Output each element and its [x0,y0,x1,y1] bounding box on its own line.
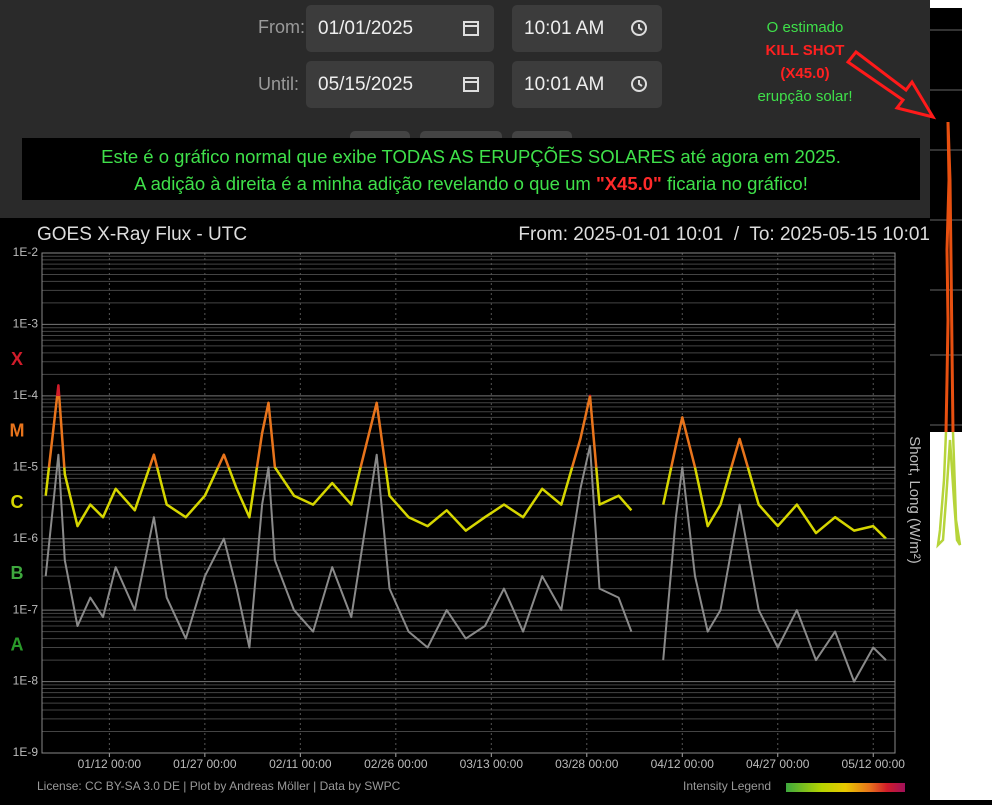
series-line [44,384,633,532]
banner-text: ficaria no gráfico! [666,173,808,194]
x-tick-label: 03/13 00:00 [460,757,524,771]
x-tick-label: 01/12 00:00 [78,757,142,771]
plot-frame [41,252,896,754]
y-tick-label: 1E-9 [13,745,39,759]
banner-line: Este é o gráfico normal que exibe TODAS … [101,146,841,167]
intensity-legend [786,783,905,792]
calendar-icon [463,77,479,92]
from-date: 01/01/2025 [318,18,414,39]
chart: GOES X-Ray Flux - UTC From: 2025-01-01 1… [10,224,931,793]
clock-icon [631,20,647,36]
banner-line: A adição à direita é a minha adição reve… [22,170,920,197]
footer: License: CC BY-SA 3.0 DE | Plot by Andre… [37,779,401,793]
from-time: 10:01 AM [524,18,605,39]
from-label: From: [258,17,305,37]
class-label: M [10,420,25,440]
y-tick-label: 1E-4 [13,388,39,402]
until-date-input[interactable]: 05/15/2025 [306,61,494,108]
controls-panel: From: 01/01/2025 10:01 AM Until: 05/15/2… [0,0,930,218]
series-line [44,444,633,649]
chart-title: GOES X-Ray Flux - UTC [37,224,247,245]
y-tick-label: 1E-8 [13,674,39,688]
annotation-text: O estimado [766,19,844,36]
y-tick-label: 1E-7 [13,602,39,616]
x-tick-label: 02/26 00:00 [364,757,428,771]
y-tick-label: 1E-2 [13,245,39,259]
legend-label: Intensity Legend [683,779,771,793]
class-label: B [11,563,24,583]
banner: Este é o gráfico normal que exibe TODAS … [22,138,920,200]
x-tick-label: 05/12 00:00 [842,757,906,771]
clock-icon [631,76,647,92]
y-tick-label: 1E-5 [13,459,39,473]
x-tick-label: 01/27 00:00 [173,757,237,771]
chart-subtitle: From: 2025-01-01 10:01 / To: 2025-05-15 … [518,224,930,245]
from-time-input[interactable]: 10:01 AM [512,5,662,52]
x-tick-label: 04/12 00:00 [651,757,715,771]
until-time: 10:01 AM [524,74,605,95]
until-time-input[interactable]: 10:01 AM [512,61,662,108]
series-line [662,466,887,683]
class-label: X [11,349,23,369]
class-label: C [11,492,24,512]
added-strip [930,0,992,800]
y-tick-label: 1E-3 [13,317,39,331]
annotation-text: KILL SHOT [765,42,845,59]
annotation-text: (X45.0) [780,65,830,82]
x-tick-label: 04/27 00:00 [746,757,810,771]
annotation: O estimado KILL SHOT (X45.0) erupção sol… [730,16,880,108]
from-date-input[interactable]: 01/01/2025 [306,5,494,52]
x-tick-label: 02/11 00:00 [269,757,332,771]
until-date: 05/15/2025 [318,74,414,95]
added-spike [930,8,962,549]
series-line [661,416,887,540]
x-tick-label: 03/28 00:00 [555,757,619,771]
until-label: Until: [258,74,300,94]
y-tick-label: 1E-6 [13,531,39,545]
annotation-text: erupção solar! [757,88,853,105]
class-label: A [11,635,24,655]
calendar-icon [463,21,479,36]
banner-text: A adição à direita é a minha adição reve… [134,173,591,194]
y-axis-label: Short, Long (W/m²) [906,436,923,564]
banner-highlight: "X45.0" [595,173,662,194]
